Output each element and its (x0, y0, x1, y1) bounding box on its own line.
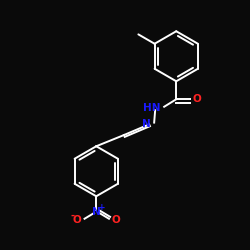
Text: N: N (92, 207, 100, 217)
Text: N: N (142, 119, 151, 129)
Text: O: O (192, 94, 201, 104)
Text: O: O (72, 215, 81, 225)
Text: O: O (112, 215, 121, 225)
Text: +: + (98, 204, 106, 212)
Text: HN: HN (143, 103, 161, 113)
Text: -: - (71, 211, 75, 221)
